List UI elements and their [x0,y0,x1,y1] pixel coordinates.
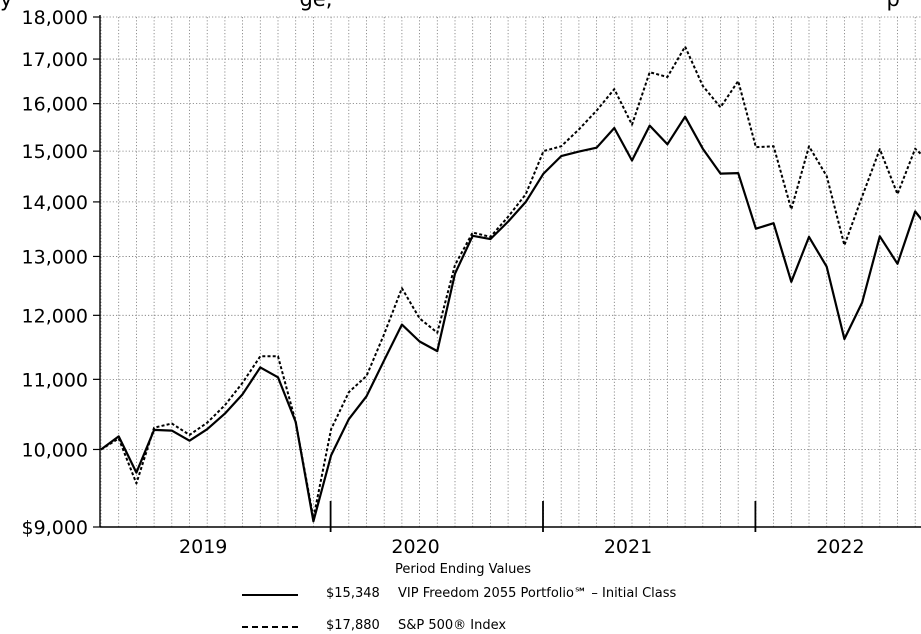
vertical-gridlines [100,17,916,527]
y-tick-label: 18,000 [22,7,88,29]
y-tick-label: 15,000 [22,141,88,163]
x-year-label: 2021 [604,536,652,558]
y-tick-label: 17,000 [22,49,88,71]
legend-value-index: $17,880 [326,618,380,633]
y-tick-label: 10,000 [22,439,88,461]
y-tick-label: 12,000 [22,305,88,327]
x-axis-year-labels: 20192020202120222023 [179,536,865,558]
y-tick-label: 14,000 [22,192,88,214]
y-axis-ticks: 18,000 17,000 16,000 15,000 14,000 13,000 12,0… [22,7,100,539]
series-line-sp500 [100,45,921,520]
chart-title: y ge, p [0,0,900,11]
series-lines [100,45,921,523]
legend-solid-line-swatch [242,594,298,596]
legend-dotted-line-swatch [242,626,298,628]
legend-name-index: S&P 500® Index [398,618,507,633]
legend-name-portfolio: VIP Freedom 2055 Portfolio℠ – Initial Cl… [398,586,677,601]
y-tick-label: 13,000 [22,246,88,268]
series-line-portfolio [100,115,921,523]
y-tick-label: 16,000 [22,94,88,116]
x-year-label: 2019 [179,536,227,558]
y-tick-label: $9,000 [22,517,88,539]
y-tick-label: 11,000 [22,369,88,391]
x-year-label: 2022 [816,536,864,558]
x-year-label: 2020 [391,536,439,558]
horizontal-gridlines [100,16,921,528]
legend-title: Period Ending Values [395,562,532,577]
legend-value-portfolio: $15,348 [326,586,380,601]
axes [99,15,921,532]
